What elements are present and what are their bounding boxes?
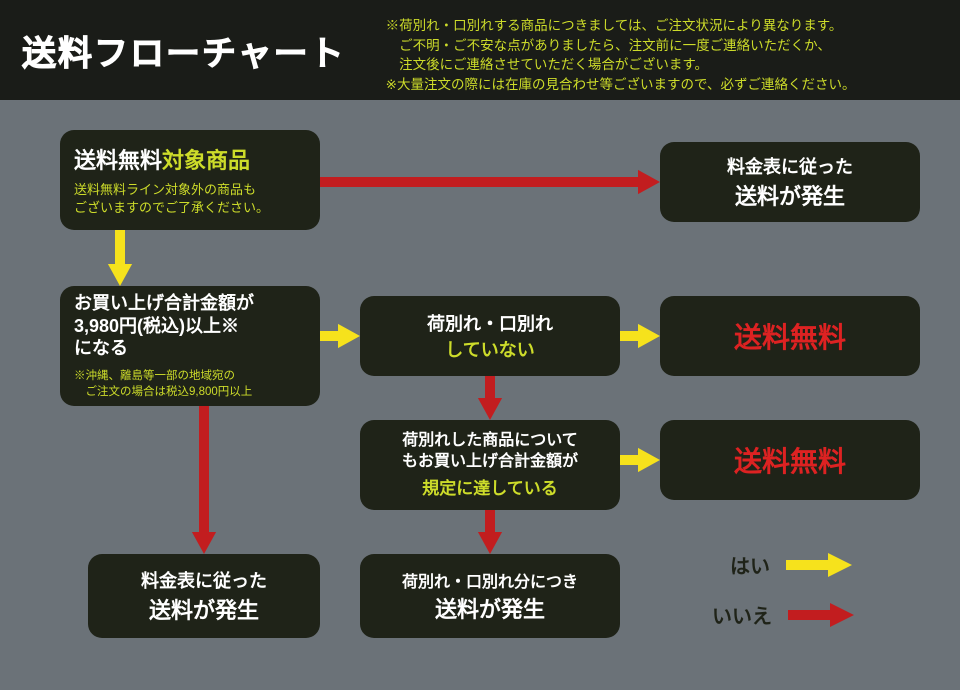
n1-title-white: 送料無料 — [74, 148, 162, 173]
node-free-shipping-1: 送料無料 — [660, 296, 920, 376]
n5-label: 送料無料 — [734, 316, 846, 356]
n6-l3: 規定に達している — [422, 474, 558, 499]
node-total-over-3980: お買い上げ合計金額が 3,980円(税込)以上※ になる ※沖縄、離島等一部の地… — [60, 286, 320, 406]
n4-l2: していない — [445, 336, 534, 362]
legend-no: いいえ — [712, 600, 858, 629]
n3-l3: になる — [74, 338, 128, 358]
n7-label: 送料無料 — [734, 440, 846, 480]
n1-sub: 送料無料ライン対象外の商品も ございますのでご了承ください。 — [74, 181, 269, 217]
flow-canvas: 送料無料対象商品 送料無料ライン対象外の商品も ございますのでご了承ください。 … — [0, 100, 960, 690]
node-fee-for-split: 荷別れ・口別れ分につき 送料が発生 — [360, 554, 620, 638]
n9-l1: 荷別れ・口別れ分につき — [402, 568, 578, 592]
node-free-shipping-2: 送料無料 — [660, 420, 920, 500]
page-title: 送料フローチャート — [22, 26, 346, 75]
node-split-still-meets: 荷別れした商品について もお買い上げ合計金額が 規定に達している — [360, 420, 620, 510]
node-free-shipping-eligible: 送料無料対象商品 送料無料ライン対象外の商品も ございますのでご了承ください。 — [60, 130, 320, 230]
legend-yes: はい — [730, 550, 856, 579]
n3-note: ※沖縄、離島等一部の地域宛の ご注文の場合は税込9,800円以上 — [74, 368, 252, 400]
n4-l1: 荷別れ・口別れ — [427, 310, 553, 336]
n6-l2: もお買い上げ合計金額が — [402, 453, 578, 470]
legend-yes-label: はい — [730, 550, 770, 579]
n2-l2: 送料が発生 — [735, 179, 845, 211]
n3-l2: 3,980円(税込)以上※ — [74, 316, 239, 336]
node-no-split: 荷別れ・口別れ していない — [360, 296, 620, 376]
node-fee-applies-top: 料金表に従った 送料が発生 — [660, 142, 920, 222]
n3-l1: お買い上げ合計金額が — [74, 293, 254, 313]
n2-l1: 料金表に従った — [727, 153, 853, 179]
legend-yes-arrow-icon — [786, 553, 856, 577]
n8-l1: 料金表に従った — [141, 567, 267, 593]
header-bar: 送料フローチャート ※荷別れ・口別れする商品につきましては、ご注文状況により異な… — [0, 0, 960, 100]
legend-no-label: いいえ — [712, 600, 772, 629]
legend-no-arrow-icon — [788, 603, 858, 627]
n9-l2: 送料が発生 — [435, 592, 545, 624]
node-fee-applies-left: 料金表に従った 送料が発生 — [88, 554, 320, 638]
n8-l2: 送料が発生 — [149, 593, 259, 625]
header-notes: ※荷別れ・口別れする商品につきましては、ご注文状況により異なります。 ご不明・ご… — [386, 16, 856, 94]
n6-l1: 荷別れした商品について — [402, 432, 578, 449]
n1-title-yellow: 対象商品 — [162, 148, 250, 173]
